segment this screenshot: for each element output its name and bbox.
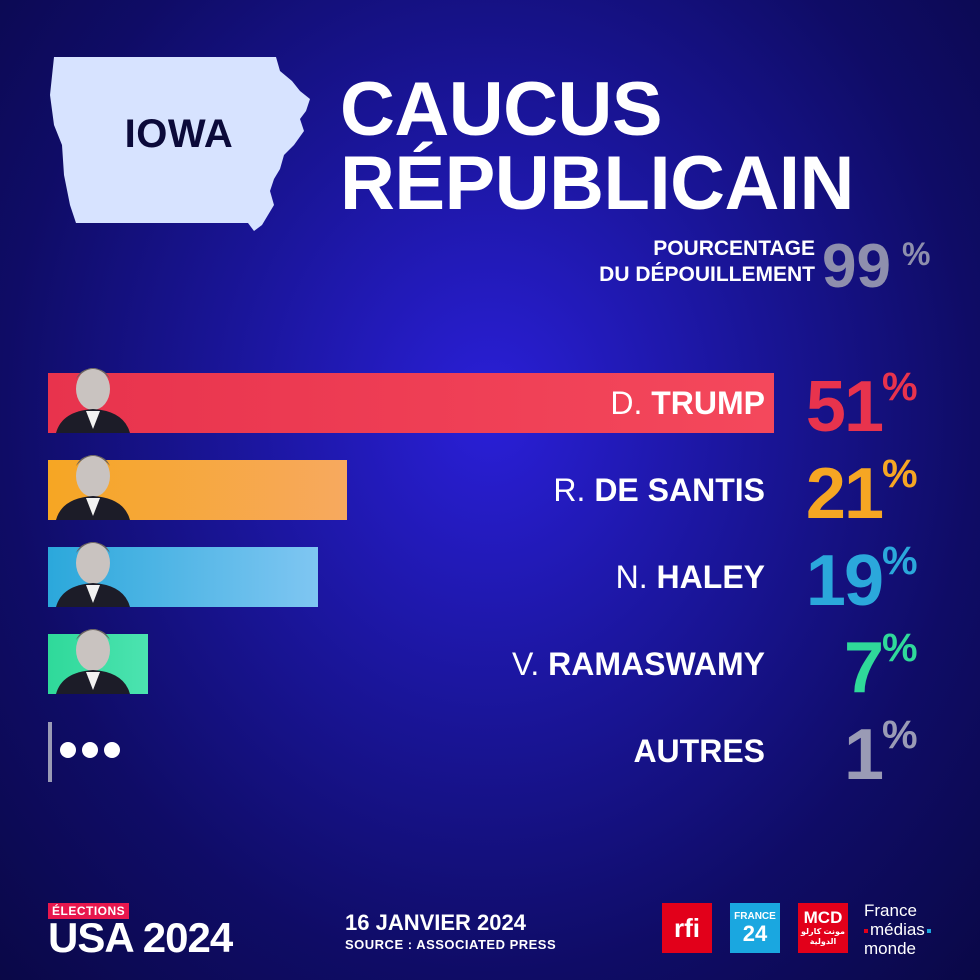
candidate-initial: V.	[511, 646, 549, 682]
counting-value: 99	[822, 232, 891, 301]
mcd-logo: MCD مونت كارلو الدولية	[798, 903, 848, 953]
percent-sign: %	[882, 539, 918, 583]
candidate-avatar-icon	[48, 446, 134, 520]
candidate-surname: DE SANTIS	[594, 472, 765, 508]
rfi-logo: rfi	[662, 903, 712, 953]
fmm-line-3: monde	[864, 939, 916, 958]
usa-2024-logo: USA 2024	[48, 914, 233, 961]
others-tick	[48, 722, 52, 782]
candidate-initial: D.	[610, 385, 652, 421]
candidate-percent: 21	[805, 454, 884, 534]
candidate-percent: 19	[805, 541, 884, 621]
percent-sign: %	[882, 626, 918, 670]
france24-logo-top: FRANCE	[734, 911, 776, 922]
candidate-surname: AUTRES	[633, 733, 765, 769]
france-medias-monde-logo: France médias monde	[864, 901, 931, 958]
candidate-surname: TRUMP	[651, 385, 765, 421]
candidate-name: AUTRES	[633, 733, 765, 769]
candidate-avatar-icon	[48, 533, 134, 607]
title-line-1: CAUCUS	[340, 67, 663, 152]
percent-sign: %	[882, 365, 918, 409]
france24-logo-number: 24	[742, 921, 768, 946]
candidate-percent: 1	[843, 715, 884, 795]
france24-logo: FRANCE 24	[730, 903, 780, 953]
footer-date: 16 JANVIER 2024	[345, 910, 526, 935]
candidate-avatar-icon	[48, 359, 134, 433]
candidate-name: R. DE SANTIS	[553, 472, 765, 508]
candidate-surname: HALEY	[656, 559, 765, 595]
candidate-percent: 51	[805, 367, 884, 447]
candidate-name: D. TRUMP	[610, 385, 765, 421]
fmm-line-2: médias	[870, 920, 925, 939]
fmm-line-1: France	[864, 901, 917, 920]
mcd-logo-arabic: مونت كارلو الدولية	[801, 927, 845, 946]
candidate-initial: R.	[553, 472, 595, 508]
state-label: IOWA	[124, 112, 234, 156]
footer-source: SOURCE : ASSOCIATED PRESS	[345, 937, 557, 952]
candidate-name: N. HALEY	[616, 559, 765, 595]
candidate-avatar-icon	[48, 620, 134, 694]
candidate-percent: 7	[843, 628, 884, 708]
counting-label-1: POURCENTAGE	[653, 237, 815, 260]
elections-tag: ÉLECTIONS	[48, 903, 130, 919]
counting-label-2: DU DÉPOUILLEMENT	[599, 263, 815, 286]
percent-sign: %	[882, 452, 918, 496]
title-line-2: RÉPUBLICAIN	[340, 141, 854, 226]
iowa-map-icon	[50, 57, 310, 231]
percent-sign: %	[882, 713, 918, 757]
bar-1	[48, 373, 774, 433]
candidate-surname: RAMASWAMY	[548, 646, 765, 682]
counting-percent-sign: %	[902, 236, 931, 272]
mcd-logo-text: MCD	[803, 908, 843, 927]
more-dots-icon	[60, 742, 126, 763]
candidate-name: V. RAMASWAMY	[512, 646, 765, 682]
candidate-initial: N.	[615, 559, 657, 595]
